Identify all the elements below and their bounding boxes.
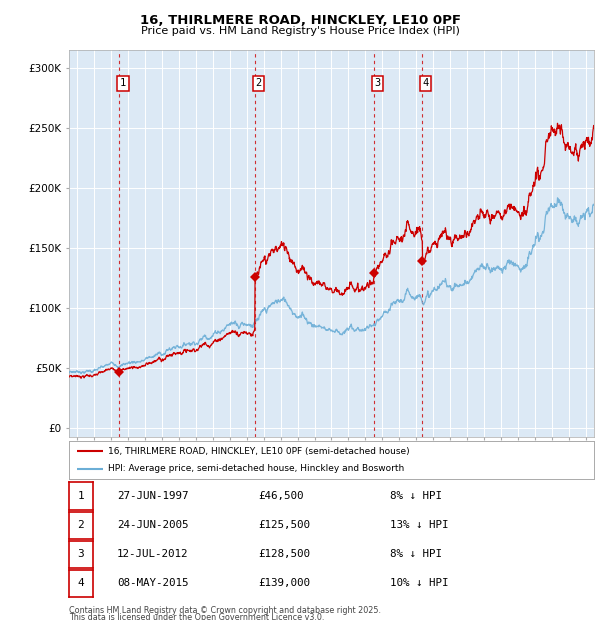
Text: 2: 2 <box>77 520 85 530</box>
Text: 16, THIRLMERE ROAD, HINCKLEY, LE10 0PF (semi-detached house): 16, THIRLMERE ROAD, HINCKLEY, LE10 0PF (… <box>109 447 410 456</box>
Text: HPI: Average price, semi-detached house, Hinckley and Bosworth: HPI: Average price, semi-detached house,… <box>109 464 404 473</box>
Text: 1: 1 <box>77 491 85 501</box>
Text: 2: 2 <box>255 78 262 88</box>
Text: 27-JUN-1997: 27-JUN-1997 <box>117 491 188 501</box>
Text: 4: 4 <box>422 78 429 88</box>
Text: 12-JUL-2012: 12-JUL-2012 <box>117 549 188 559</box>
Text: Contains HM Land Registry data © Crown copyright and database right 2025.: Contains HM Land Registry data © Crown c… <box>69 606 381 615</box>
Text: 24-JUN-2005: 24-JUN-2005 <box>117 520 188 530</box>
Text: 10% ↓ HPI: 10% ↓ HPI <box>390 578 449 588</box>
Text: £128,500: £128,500 <box>258 549 310 559</box>
Text: £139,000: £139,000 <box>258 578 310 588</box>
Text: 3: 3 <box>77 549 85 559</box>
Text: 8% ↓ HPI: 8% ↓ HPI <box>390 549 442 559</box>
Text: 1: 1 <box>120 78 126 88</box>
Text: 13% ↓ HPI: 13% ↓ HPI <box>390 520 449 530</box>
Text: £125,500: £125,500 <box>258 520 310 530</box>
Text: 4: 4 <box>77 578 85 588</box>
Text: Price paid vs. HM Land Registry's House Price Index (HPI): Price paid vs. HM Land Registry's House … <box>140 26 460 36</box>
Text: 3: 3 <box>374 78 381 88</box>
Text: 8% ↓ HPI: 8% ↓ HPI <box>390 491 442 501</box>
Text: £46,500: £46,500 <box>258 491 304 501</box>
Text: 08-MAY-2015: 08-MAY-2015 <box>117 578 188 588</box>
Text: 16, THIRLMERE ROAD, HINCKLEY, LE10 0PF: 16, THIRLMERE ROAD, HINCKLEY, LE10 0PF <box>139 14 461 27</box>
Text: This data is licensed under the Open Government Licence v3.0.: This data is licensed under the Open Gov… <box>69 613 325 620</box>
